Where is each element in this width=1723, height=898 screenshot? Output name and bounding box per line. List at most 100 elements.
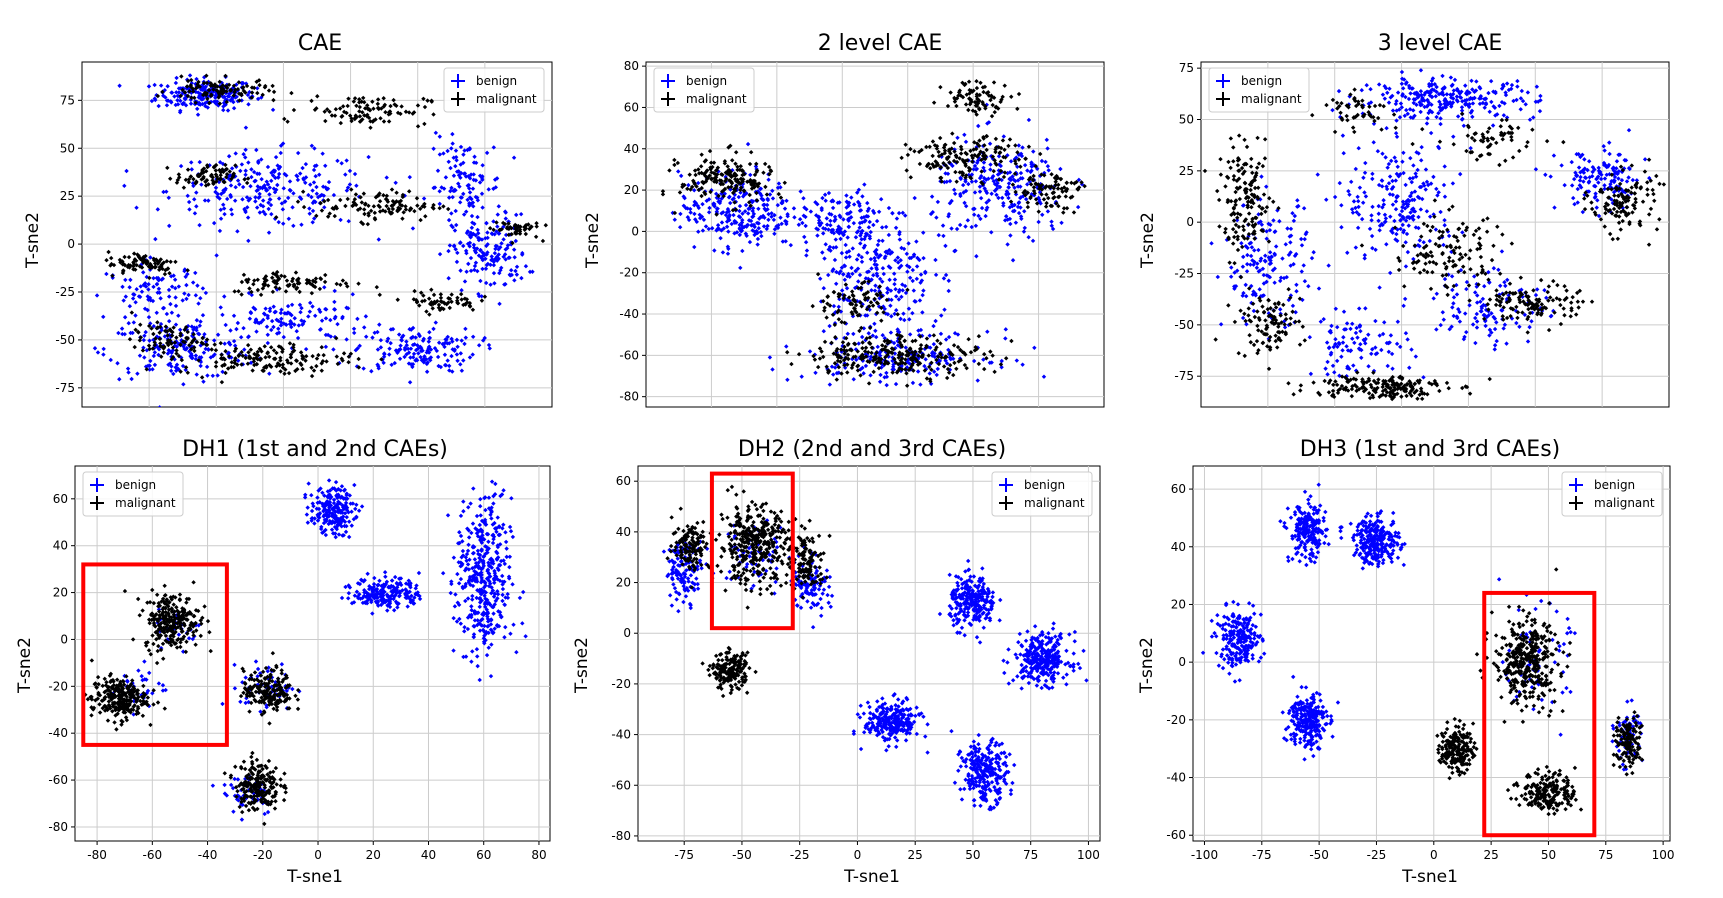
scatter-point [1384, 184, 1389, 189]
scatter-point [201, 80, 207, 86]
scatter-point [341, 351, 347, 356]
scatter-point [994, 192, 999, 198]
scatter-point [199, 340, 204, 345]
scatter-point [851, 293, 856, 299]
scatter-point [706, 210, 712, 215]
scatter-point [934, 345, 939, 350]
scatter-point [1233, 283, 1239, 289]
scatter-point [993, 161, 998, 166]
scatter-point [192, 95, 197, 101]
scatter-point [155, 261, 161, 266]
scatter-point [950, 163, 955, 169]
scatter-point [897, 350, 902, 355]
scatter-point [1340, 133, 1346, 138]
scatter-point [1460, 99, 1465, 104]
scatter-point [917, 349, 923, 355]
scatter-point [672, 162, 677, 168]
scatter-point [678, 173, 684, 179]
scatter-point [1444, 92, 1450, 97]
scatter-point [1437, 104, 1442, 110]
scatter-point [346, 360, 351, 365]
scatter-point [904, 383, 910, 388]
scatter-point [253, 178, 258, 183]
scatter-point [992, 369, 997, 375]
scatter-point [1050, 226, 1056, 232]
scatter-point [956, 359, 961, 364]
scatter-point [394, 190, 399, 195]
scatter-point [693, 172, 698, 178]
scatter-point [1450, 181, 1456, 186]
scatter-point [285, 303, 291, 309]
scatter-point [701, 217, 707, 223]
scatter-point [458, 240, 463, 245]
scatter-point [915, 255, 920, 261]
y-tick-label: -25 [55, 285, 75, 299]
scatter-point [735, 167, 740, 173]
scatter-point [949, 226, 954, 231]
scatter-point [141, 345, 146, 350]
scatter-point [454, 337, 460, 343]
scatter-point [714, 168, 719, 173]
scatter-point [182, 340, 188, 345]
scatter-point [446, 195, 452, 200]
scatter-point [957, 156, 962, 161]
scatter-point [1577, 183, 1583, 188]
scatter-point [308, 182, 313, 187]
scatter-point [1429, 102, 1434, 107]
scatter-point [461, 171, 467, 176]
scatter-point [889, 297, 894, 303]
scatter-point [931, 333, 937, 338]
scatter-point [1390, 93, 1395, 99]
scatter-point [471, 242, 477, 248]
scatter-point [253, 199, 258, 204]
scatter-point [859, 304, 864, 309]
scatter-point [223, 73, 228, 79]
scatter-point [804, 253, 809, 258]
scatter-point [1515, 78, 1520, 84]
scatter-point [1387, 192, 1393, 197]
scatter-point [1381, 202, 1387, 207]
scatter-point [1353, 166, 1358, 172]
scatter-point [1059, 220, 1064, 225]
scatter-point [298, 310, 303, 315]
scatter-point [461, 212, 467, 217]
scatter-point [826, 272, 831, 278]
scatter-point [711, 201, 716, 206]
scatter-point [740, 225, 745, 230]
scatter-point [148, 263, 154, 268]
scatter-point [164, 103, 170, 108]
scatter-point [1356, 204, 1361, 210]
scatter-point [1015, 164, 1020, 169]
scatter-point [722, 178, 728, 184]
scatter-point [389, 187, 395, 192]
scatter-point [730, 168, 735, 173]
scatter-point [968, 148, 973, 154]
scatter-point [245, 92, 251, 98]
scatter-point [1609, 178, 1614, 184]
scatter-point [1075, 204, 1081, 210]
scatter-point [968, 97, 974, 103]
scatter-point [1023, 156, 1028, 161]
scatter-point [903, 213, 908, 218]
scatter-point [158, 343, 163, 349]
scatter-point [729, 184, 734, 190]
scatter-point [300, 321, 306, 327]
scatter-point [748, 203, 753, 208]
scatter-point [942, 142, 947, 148]
scatter-point [156, 347, 162, 352]
scatter-point [854, 257, 860, 262]
scatter-point [267, 308, 273, 314]
scatter-point [1390, 184, 1396, 190]
scatter-point [320, 151, 325, 156]
scatter-point [399, 104, 404, 109]
scatter-point [312, 146, 317, 151]
scatter-point [1387, 86, 1392, 91]
scatter-point [1478, 96, 1484, 101]
scatter-point [458, 195, 464, 200]
scatter-point [758, 229, 764, 235]
scatter-point [271, 348, 277, 353]
scatter-point [147, 367, 152, 372]
scatter-point [891, 340, 897, 346]
scatter-point [750, 199, 755, 205]
scatter-point [261, 209, 266, 214]
